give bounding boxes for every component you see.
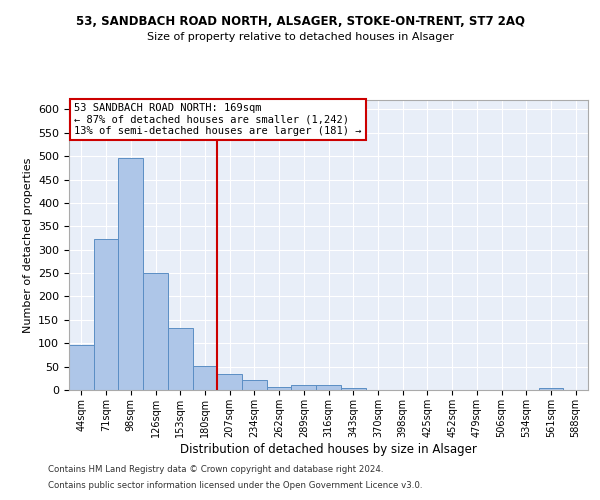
Bar	[217, 374, 242, 390]
Bar	[168, 328, 193, 390]
Bar	[69, 344, 94, 390]
Bar	[118, 158, 143, 390]
Text: Size of property relative to detached houses in Alsager: Size of property relative to detached ho…	[146, 32, 454, 42]
Bar	[539, 388, 563, 390]
Text: 53, SANDBACH ROAD NORTH, ALSAGER, STOKE-ON-TRENT, ST7 2AQ: 53, SANDBACH ROAD NORTH, ALSAGER, STOKE-…	[76, 15, 524, 28]
Bar	[341, 388, 365, 390]
Y-axis label: Number of detached properties: Number of detached properties	[23, 158, 32, 332]
Text: Contains public sector information licensed under the Open Government Licence v3: Contains public sector information licen…	[48, 480, 422, 490]
Bar	[94, 239, 118, 390]
Bar	[292, 386, 316, 390]
Bar	[267, 386, 292, 390]
Text: Contains HM Land Registry data © Crown copyright and database right 2024.: Contains HM Land Registry data © Crown c…	[48, 466, 383, 474]
Bar	[316, 386, 341, 390]
X-axis label: Distribution of detached houses by size in Alsager: Distribution of detached houses by size …	[180, 442, 477, 456]
Bar	[242, 380, 267, 390]
Text: 53 SANDBACH ROAD NORTH: 169sqm
← 87% of detached houses are smaller (1,242)
13% : 53 SANDBACH ROAD NORTH: 169sqm ← 87% of …	[74, 103, 362, 136]
Bar	[143, 273, 168, 390]
Bar	[193, 366, 217, 390]
